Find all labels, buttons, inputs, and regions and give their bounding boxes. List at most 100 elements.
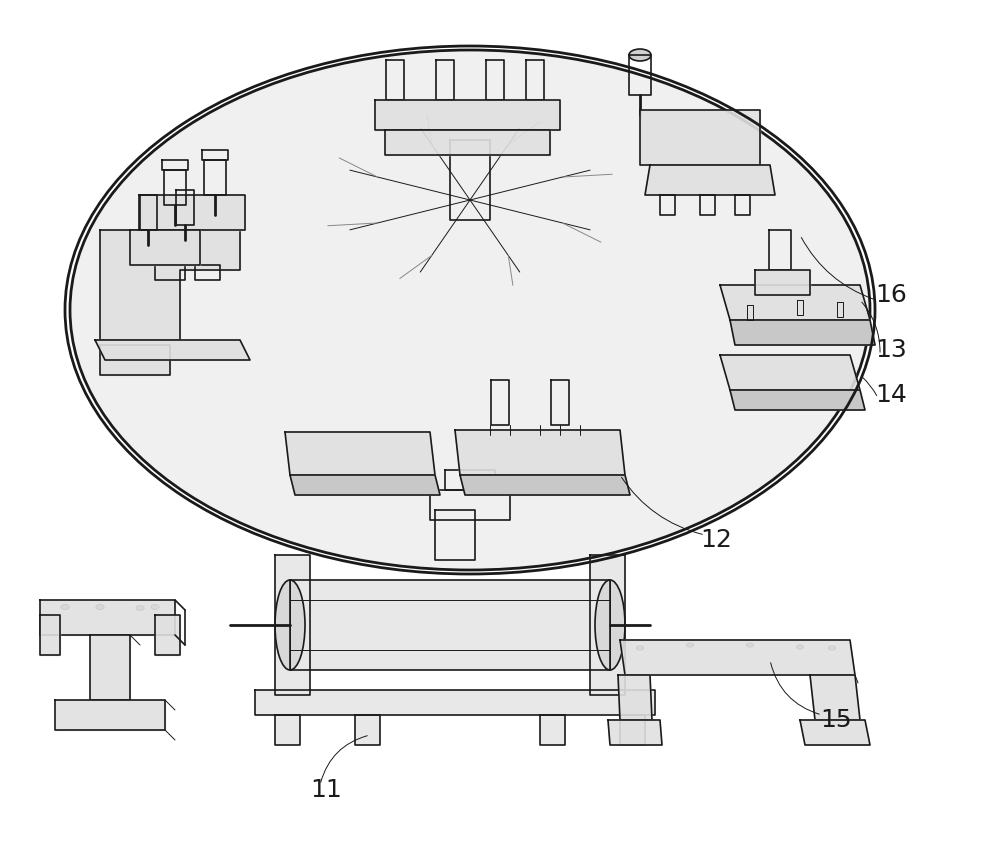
Bar: [162, 160, 188, 170]
Ellipse shape: [477, 448, 484, 452]
Polygon shape: [285, 432, 435, 475]
Ellipse shape: [488, 437, 492, 439]
Ellipse shape: [416, 126, 424, 130]
Ellipse shape: [595, 580, 625, 670]
Polygon shape: [455, 430, 625, 475]
Ellipse shape: [386, 446, 394, 450]
Text: 12: 12: [700, 528, 732, 552]
Polygon shape: [140, 195, 245, 230]
Text: 13: 13: [875, 338, 907, 362]
Ellipse shape: [70, 50, 870, 570]
Bar: [540, 715, 565, 745]
Ellipse shape: [516, 126, 524, 130]
Bar: [445, 470, 495, 490]
Polygon shape: [810, 675, 860, 720]
Ellipse shape: [526, 95, 544, 105]
Ellipse shape: [604, 448, 612, 452]
Bar: [202, 150, 228, 160]
Ellipse shape: [96, 604, 104, 610]
Ellipse shape: [164, 199, 186, 211]
Polygon shape: [755, 270, 810, 295]
Ellipse shape: [436, 55, 454, 65]
Ellipse shape: [342, 445, 349, 449]
Ellipse shape: [416, 269, 424, 275]
Polygon shape: [290, 475, 440, 495]
Ellipse shape: [151, 604, 159, 610]
Ellipse shape: [508, 437, 512, 439]
Ellipse shape: [176, 185, 194, 195]
Ellipse shape: [686, 643, 694, 647]
Bar: [290, 580, 610, 670]
Ellipse shape: [445, 130, 495, 150]
Polygon shape: [460, 475, 630, 495]
Polygon shape: [385, 130, 550, 155]
Ellipse shape: [796, 645, 804, 649]
Text: 16: 16: [875, 283, 907, 307]
Polygon shape: [375, 100, 560, 130]
Ellipse shape: [302, 448, 308, 452]
Bar: [255, 690, 655, 715]
Bar: [355, 715, 380, 745]
Bar: [275, 715, 300, 745]
Ellipse shape: [796, 298, 804, 302]
Ellipse shape: [578, 437, 582, 439]
Polygon shape: [730, 320, 875, 345]
Ellipse shape: [572, 446, 578, 450]
Bar: [620, 715, 645, 745]
Ellipse shape: [551, 375, 569, 385]
Ellipse shape: [538, 437, 542, 439]
Polygon shape: [730, 390, 865, 410]
Polygon shape: [100, 345, 170, 375]
Text: 14: 14: [875, 383, 907, 407]
Polygon shape: [608, 720, 662, 745]
Ellipse shape: [346, 227, 354, 232]
Ellipse shape: [586, 227, 594, 232]
Ellipse shape: [769, 224, 791, 236]
Ellipse shape: [204, 189, 226, 201]
Ellipse shape: [637, 646, 644, 650]
Text: 15: 15: [820, 708, 852, 732]
Ellipse shape: [346, 168, 354, 173]
Ellipse shape: [836, 300, 844, 305]
Bar: [450, 140, 490, 220]
Polygon shape: [640, 110, 760, 165]
Polygon shape: [40, 615, 60, 655]
Polygon shape: [720, 285, 870, 320]
Ellipse shape: [551, 420, 569, 430]
Polygon shape: [620, 640, 855, 675]
Ellipse shape: [386, 95, 404, 105]
Ellipse shape: [462, 195, 478, 205]
Polygon shape: [55, 700, 165, 730]
Ellipse shape: [275, 580, 305, 670]
Ellipse shape: [558, 437, 562, 439]
Polygon shape: [90, 635, 130, 700]
Ellipse shape: [486, 95, 504, 105]
Ellipse shape: [139, 190, 157, 200]
Polygon shape: [130, 230, 200, 265]
Ellipse shape: [769, 264, 791, 276]
Ellipse shape: [139, 225, 157, 235]
Polygon shape: [40, 600, 175, 635]
Ellipse shape: [176, 220, 194, 230]
Polygon shape: [645, 165, 775, 195]
Ellipse shape: [204, 154, 226, 166]
Polygon shape: [618, 675, 652, 720]
Ellipse shape: [629, 89, 651, 101]
Ellipse shape: [386, 55, 404, 65]
Ellipse shape: [442, 119, 498, 141]
Ellipse shape: [828, 646, 836, 650]
Ellipse shape: [746, 302, 754, 307]
Bar: [590, 555, 625, 695]
Ellipse shape: [415, 448, 422, 452]
Bar: [275, 555, 310, 695]
Ellipse shape: [164, 164, 186, 176]
Polygon shape: [720, 355, 860, 390]
Ellipse shape: [455, 191, 485, 209]
Bar: [435, 510, 475, 560]
Polygon shape: [100, 230, 240, 340]
Ellipse shape: [586, 168, 594, 173]
Ellipse shape: [136, 605, 144, 610]
Ellipse shape: [61, 604, 69, 610]
Polygon shape: [800, 720, 870, 745]
Polygon shape: [155, 615, 180, 655]
